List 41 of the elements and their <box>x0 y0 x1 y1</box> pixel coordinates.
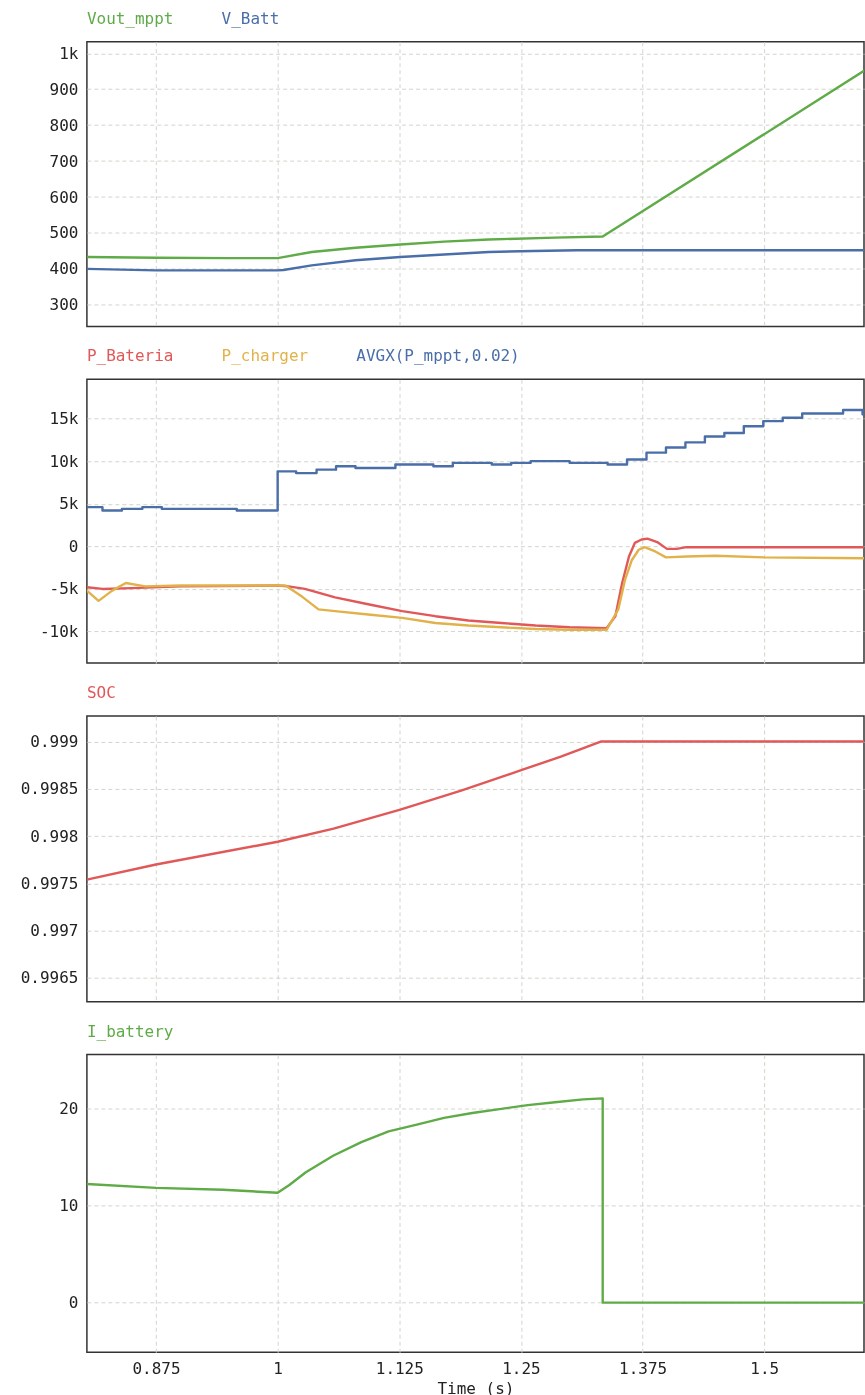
y-tick-label: 700 <box>49 151 79 171</box>
text: Vout_mppt <box>86 8 174 28</box>
text: P_charger <box>221 346 309 366</box>
y-tick-label: 0.9975 <box>20 873 79 893</box>
y-tick-label: 800 <box>49 115 79 135</box>
x-tick-label: 0.875 <box>132 1358 181 1378</box>
x-axis-title: Time (s) <box>437 1378 515 1395</box>
y-tick-label: 0 <box>68 1293 79 1313</box>
y-tick-label: 500 <box>49 223 79 243</box>
text: I_battery <box>86 1021 174 1041</box>
line-series <box>86 69 864 260</box>
y-tick-label: -10k <box>39 622 79 642</box>
text: P_Bateria <box>86 346 174 366</box>
y-tick-label: 10 <box>59 1195 79 1215</box>
text: AVGX(P_mppt,0.02) <box>356 346 520 366</box>
y-tick-label: 0.999 <box>30 732 79 752</box>
text: SOC <box>86 683 116 702</box>
x-tick-label: 1.25 <box>502 1358 541 1378</box>
y-tick-label: 400 <box>49 259 79 279</box>
x-tick-label: 1.5 <box>750 1358 780 1378</box>
line-series <box>86 740 864 881</box>
y-tick-label: 10k <box>49 451 79 471</box>
y-tick-label: 0.9985 <box>20 779 79 799</box>
y-tick-label: 0.9965 <box>20 968 79 988</box>
x-tick-label: 1 <box>273 1358 283 1378</box>
y-tick-label: 1k <box>59 43 79 63</box>
x-tick-label: 1.375 <box>619 1358 668 1378</box>
y-tick-label: 900 <box>49 79 79 99</box>
line-series <box>86 1097 864 1304</box>
y-tick-label: 20 <box>59 1098 79 1118</box>
x-tick-label: 1.125 <box>375 1358 424 1378</box>
y-tick-label: 15k <box>49 409 79 429</box>
y-tick-label: 0.998 <box>30 826 79 846</box>
y-tick-label: -5k <box>49 579 79 599</box>
y-tick-label: 600 <box>49 187 79 207</box>
y-tick-label: 0.997 <box>30 921 79 941</box>
y-tick-label: 0 <box>68 536 79 556</box>
y-tick-label: 5k <box>59 494 79 514</box>
text: V_Batt <box>221 8 280 28</box>
line-series <box>86 249 864 272</box>
y-tick-label: 300 <box>49 295 79 315</box>
